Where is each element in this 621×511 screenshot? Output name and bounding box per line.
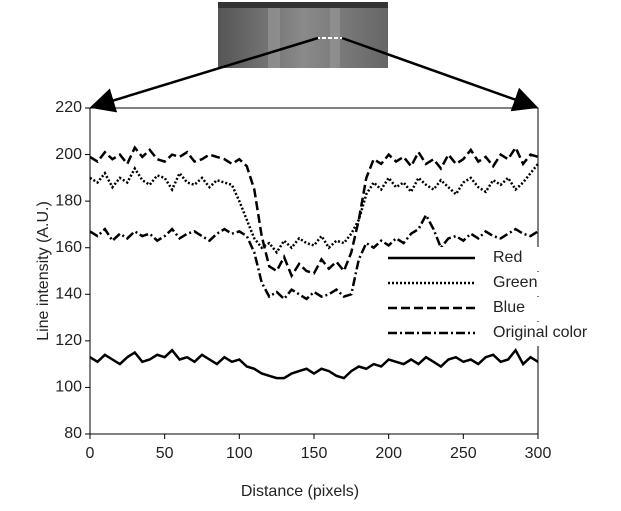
x-tick-label: 100	[226, 445, 253, 462]
y-tick-label: 160	[55, 239, 82, 256]
series-line	[89, 347, 539, 380]
x-axis-label: Distance (pixels)	[241, 483, 359, 500]
y-tick-label: 220	[55, 99, 82, 116]
legend-label: Red	[493, 249, 522, 266]
y-tick-label: 180	[55, 192, 82, 209]
x-tick-label: 0	[86, 445, 95, 462]
x-tick-label: 300	[525, 445, 552, 462]
legend-label: Blue	[493, 299, 525, 316]
inset-image	[89, 2, 539, 113]
x-tick-label: 250	[450, 445, 477, 462]
y-tick-label: 100	[55, 379, 82, 396]
y-tick-label: 80	[64, 425, 82, 442]
series-line	[89, 163, 539, 255]
series-line	[89, 212, 539, 301]
y-axis-label: Line intensity (A.U.)	[35, 201, 52, 341]
y-tick-label: 200	[55, 146, 82, 163]
x-tick-label: 150	[301, 445, 328, 462]
legend-label: Green	[493, 274, 537, 291]
x-tick-label: 200	[375, 445, 402, 462]
y-tick-label: 140	[55, 286, 82, 303]
y-tick-label: 120	[55, 332, 82, 349]
x-tick-label: 50	[156, 445, 174, 462]
series-line	[89, 145, 539, 279]
legend-label: Original color	[493, 324, 588, 341]
